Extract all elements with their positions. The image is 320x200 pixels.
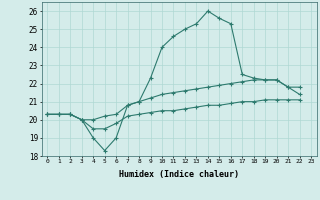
X-axis label: Humidex (Indice chaleur): Humidex (Indice chaleur) (119, 170, 239, 179)
